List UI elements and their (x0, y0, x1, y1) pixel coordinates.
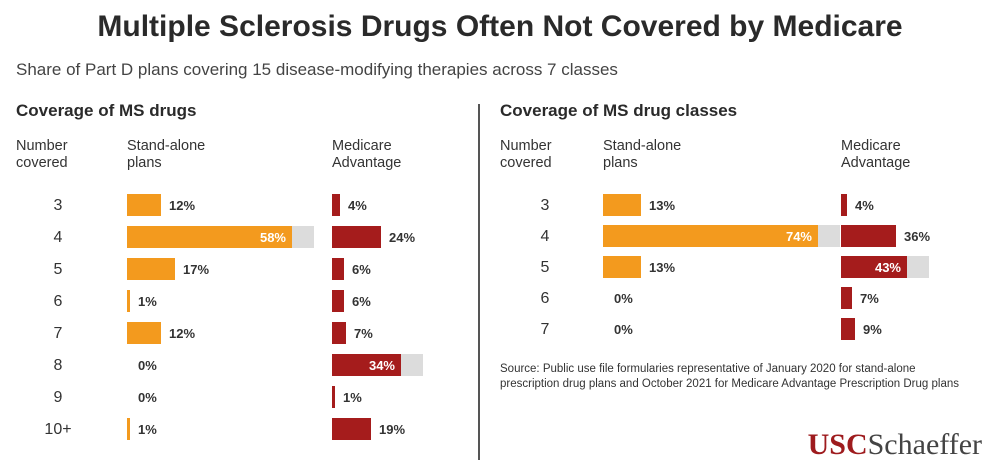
classes-standalone-header-line: Stand-alone (603, 138, 682, 154)
classes-advantage-bar (841, 318, 855, 340)
drugs-row-header-line: Number (16, 138, 68, 154)
drugs-row-header-line: covered (16, 155, 68, 171)
drugs-row-label: 7 (53, 325, 63, 342)
classes-row-header-line: covered (500, 155, 552, 171)
drugs-standalone-value: 58% (259, 230, 286, 245)
drugs-row-label: 9 (53, 389, 63, 406)
classes-standalone-value: 13% (649, 260, 676, 275)
classes-standalone-bar (603, 194, 641, 216)
drugs-standalone-bar (127, 418, 130, 440)
classes-advantage-bar (841, 194, 847, 216)
drugs-row-header: Number covered (16, 138, 68, 172)
panel-divider (478, 104, 480, 460)
drugs-standalone-bar (127, 290, 130, 312)
classes-advantage-bar (841, 287, 852, 309)
drugs-advantage-value: 6% (352, 262, 371, 277)
drugs-advantage-header-line: Medicare (332, 138, 392, 154)
drugs-advantage-value: 1% (343, 390, 362, 405)
classes-standalone-bar (603, 225, 818, 247)
classes-row-label: 4 (540, 228, 550, 245)
drugs-advantage-value: 4% (348, 198, 367, 213)
classes-row-label: 5 (540, 259, 550, 276)
drugs-standalone-bar (127, 258, 175, 280)
drugs-standalone-header-line: plans (127, 155, 162, 171)
classes-standalone-header-line: plans (603, 155, 638, 171)
classes-row-label: 6 (540, 290, 550, 307)
classes-advantage-value: 7% (860, 291, 879, 306)
classes-standalone-bar (603, 256, 641, 278)
drugs-advantage-bar (332, 290, 344, 312)
drugs-row-label: 6 (53, 293, 63, 310)
drugs-standalone-value: 1% (138, 294, 157, 309)
drugs-row-label: 3 (53, 197, 63, 214)
drugs-advantage-bar (332, 226, 381, 248)
drugs-advantage-value: 7% (354, 326, 373, 341)
classes-standalone-value: 74% (785, 229, 812, 244)
drugs-advantage-bar (332, 354, 401, 376)
drugs-advantage-bar (332, 386, 335, 408)
drugs-advantage-bar (332, 194, 340, 216)
classes-advantage-value: 9% (863, 322, 882, 337)
drugs-panel-title: Coverage of MS drugs (16, 101, 197, 120)
source-note: Source: Public use file formularies repr… (500, 363, 959, 390)
usc-schaeffer-logo: USCSchaeffer (807, 428, 982, 461)
classes-standalone-header: Stand-alone plans (603, 138, 681, 172)
drugs-row-label: 10+ (44, 421, 72, 438)
drugs-standalone-value: 12% (169, 198, 196, 213)
drugs-standalone-header: Stand-alone plans (127, 138, 205, 172)
drugs-advantage-bar (332, 258, 344, 280)
classes-advantage-value: 4% (855, 198, 874, 213)
classes-advantage-value: 43% (874, 260, 901, 275)
chart-subtitle: Share of Part D plans covering 15 diseas… (16, 60, 618, 79)
drugs-standalone-bar (127, 194, 161, 216)
classes-row-label: 3 (540, 197, 550, 214)
classes-advantage-value: 36% (904, 229, 931, 244)
drugs-row-label: 4 (53, 229, 63, 246)
drugs-standalone-value: 12% (169, 326, 196, 341)
drugs-standalone-value: 17% (183, 262, 210, 277)
classes-panel-title: Coverage of MS drug classes (500, 101, 738, 120)
classes-advantage-header: Medicare Advantage (841, 138, 910, 172)
drugs-advantage-value: 24% (389, 230, 416, 245)
drugs-standalone-value: 0% (138, 390, 157, 405)
drugs-row-label: 8 (53, 357, 63, 374)
classes-standalone-value: 0% (614, 291, 633, 306)
classes-row-label: 7 (540, 321, 550, 338)
drugs-advantage-value: 34% (368, 358, 395, 373)
drugs-advantage-bar (332, 322, 346, 344)
drugs-standalone-header-line: Stand-alone (127, 138, 206, 154)
chart-title: Multiple Sclerosis Drugs Often Not Cover… (97, 10, 903, 43)
drugs-standalone-bar (127, 226, 292, 248)
drugs-standalone-value: 1% (138, 422, 157, 437)
classes-standalone-value: 0% (614, 322, 633, 337)
classes-advantage-header-line: Medicare (841, 138, 901, 154)
drugs-advantage-header: Medicare Advantage (332, 138, 401, 172)
drugs-advantage-value: 6% (352, 294, 371, 309)
classes-row-header-line: Number (500, 138, 552, 154)
drugs-advantage-value: 19% (379, 422, 406, 437)
classes-advantage-bar (841, 256, 907, 278)
drugs-standalone-bar (127, 322, 161, 344)
drugs-advantage-header-line: Advantage (332, 155, 402, 171)
classes-row-header: Number covered (500, 138, 552, 172)
classes-advantage-bar (841, 225, 896, 247)
classes-standalone-value: 13% (649, 198, 676, 213)
drugs-row-label: 5 (53, 261, 63, 278)
drugs-standalone-value: 0% (138, 358, 157, 373)
drugs-advantage-bar (332, 418, 371, 440)
classes-advantage-header-line: Advantage (841, 155, 911, 171)
